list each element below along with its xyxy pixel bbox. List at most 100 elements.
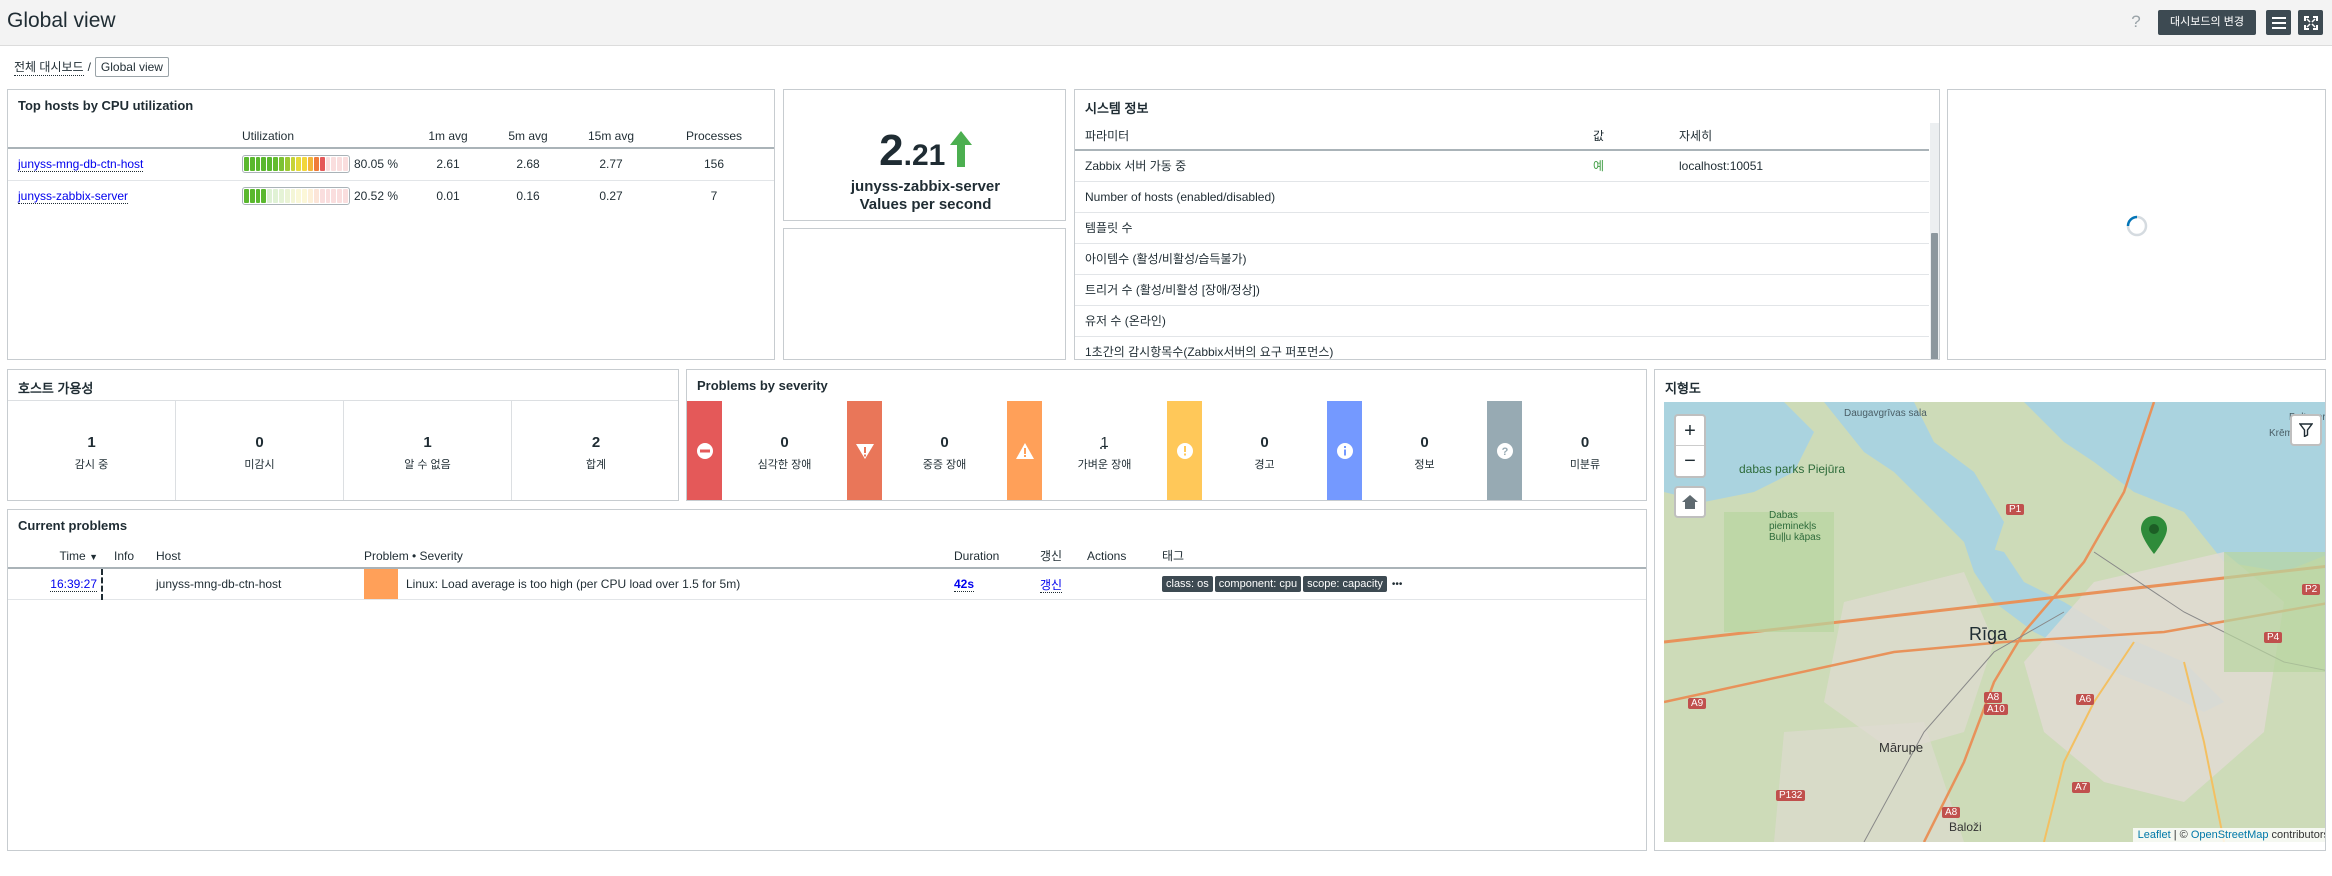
bar-segment: [249, 157, 255, 172]
map-label: P132: [1776, 790, 1806, 801]
processes: 7: [653, 179, 774, 212]
scrollbar-track[interactable]: [1930, 123, 1939, 359]
problem-name[interactable]: Linux: Load average is too high (per CPU…: [406, 577, 741, 591]
table-row: Zabbix 서버 가동 중 예 localhost:10051: [1075, 149, 1929, 181]
table-row: Number of hosts (enabled/disabled): [1075, 180, 1929, 212]
col-time[interactable]: Time ▼: [59, 548, 99, 563]
problem-update-link[interactable]: 갱신: [1040, 577, 1063, 593]
item-value-label: Values per second: [859, 196, 992, 213]
home-button[interactable]: [1674, 486, 1706, 518]
param-cell: 1초간의 감시항목수(Zabbix서버의 요구 퍼포먼스): [1075, 335, 1593, 359]
bar-segment: [337, 157, 343, 172]
warning-icon: [1167, 401, 1202, 500]
map-label: Daugavgrīvas sala: [1844, 408, 1927, 419]
availability-label: 감시 중: [74, 459, 109, 471]
availability-count: 0: [255, 434, 264, 451]
severity-tile[interactable]: 0 심각한 장애: [687, 401, 847, 500]
problem-time-link[interactable]: 16:39:27: [50, 577, 97, 592]
zoom-out-button[interactable]: −: [1684, 450, 1696, 472]
availability-tile[interactable]: 1 알 수 없음: [344, 401, 512, 500]
bar-segment: [319, 157, 325, 172]
item-value-decimal: .21: [903, 139, 946, 172]
item-value-display: 2.21: [784, 126, 1065, 176]
bar-segment: [302, 189, 308, 204]
host-availability-widget: 호스트 가용성 1 감시 중 0 미감시 1 알 수 없음 2 합계: [7, 369, 679, 501]
col-value: 값: [1593, 129, 1605, 143]
bar-segment: [343, 157, 348, 172]
bar-segment: [296, 189, 302, 204]
details-cell: localhost:10051: [1679, 149, 1929, 181]
item-value-widget: 2.21 junyss-zabbix-server Values per sec…: [783, 89, 1066, 221]
map-marker-icon[interactable]: [2141, 516, 2167, 554]
bar-segment: [267, 189, 273, 204]
host-link[interactable]: junyss-zabbix-server: [18, 189, 129, 205]
details-cell: [1679, 273, 1929, 305]
osm-link[interactable]: OpenStreetMap: [2190, 829, 2269, 841]
map-label: dabas parks Piejūra: [1739, 462, 1846, 476]
info-cell: [110, 568, 156, 600]
widget-title: Top hosts by CPU utilization: [18, 98, 194, 113]
availability-tile[interactable]: 0 미감시: [176, 401, 344, 500]
geomap-widget: 지형도 Rīga Mārupe Baloži dabas parks Piejūra D…: [1654, 369, 2326, 851]
scrollbar-thumb[interactable]: [1931, 233, 1938, 359]
map-filter-button[interactable]: [2290, 414, 2322, 446]
host-link[interactable]: junyss-mng-db-ctn-host: [18, 157, 144, 173]
dashboard-menu-button[interactable]: [2266, 10, 2291, 35]
map-canvas[interactable]: Rīga Mārupe Baloži dabas parks Piejūra Dabas…: [1664, 402, 2326, 842]
availability-tile[interactable]: 1 감시 중: [8, 401, 176, 500]
map-tiles[interactable]: [1664, 402, 2326, 842]
problem-tag[interactable]: scope: capacity: [1303, 576, 1387, 592]
map-label: A10: [1984, 704, 2008, 715]
leaflet-link[interactable]: Leaflet: [2137, 829, 2171, 841]
details-cell: [1679, 304, 1929, 336]
utilization-value: 80.05 %: [354, 147, 409, 180]
severity-tile[interactable]: 0 정보: [1327, 401, 1487, 500]
actions-cell: [1087, 568, 1162, 600]
avg-1m: 2.61: [409, 147, 487, 180]
bar-segment: [319, 189, 325, 204]
problem-host[interactable]: junyss-mng-db-ctn-host: [156, 568, 364, 600]
bar-segment: [325, 157, 331, 172]
breadcrumb-current[interactable]: Global view: [94, 57, 169, 77]
high-icon: [847, 401, 882, 500]
utilization-bar: [242, 187, 350, 206]
breadcrumb-all-dashboards[interactable]: 전체 대시보드: [14, 60, 84, 76]
col-host: Host: [156, 548, 181, 563]
table-row: 16:39:27 junyss-mng-db-ctn-host Linux: Loa…: [8, 568, 1646, 600]
problem-tag[interactable]: component: cpu: [1214, 576, 1302, 592]
value-cell: [1593, 242, 1679, 274]
current-problems-widget: Current problems Time ▼ Info Host Proble…: [7, 509, 1647, 851]
system-info-widget: 시스템 정보 파라미터 값 자세히 Zabbix 서버 가동 중 예 localho…: [1074, 89, 1940, 360]
item-value-host: junyss-zabbix-server: [850, 178, 1001, 195]
details-cell: [1679, 242, 1929, 274]
edit-dashboard-button[interactable]: 대시보드의 변경: [2158, 10, 2256, 35]
zoom-in-button[interactable]: +: [1676, 416, 1704, 446]
table-row: junyss-zabbix-server 20.52 % 0.01 0.16 0.27 7: [8, 179, 774, 212]
bar-segment: [244, 189, 249, 204]
bar-segment: [278, 157, 284, 172]
help-icon[interactable]: ?: [2131, 12, 2141, 31]
bar-segment: [261, 189, 267, 204]
kiosk-mode-button[interactable]: [2298, 10, 2323, 35]
col-5m-avg: 5m avg: [508, 128, 548, 143]
param-cell: 아이템수 (활성/비활성/습득불가): [1075, 242, 1593, 274]
map-label: Baloži: [1949, 820, 1982, 834]
bar-segment: [255, 157, 261, 172]
severity-tile[interactable]: 0 중증 장애: [847, 401, 1007, 500]
problems-by-severity-widget: Problems by severity 0 심각한 장애 0 중증 장애 1 가벼운 장…: [686, 369, 1647, 501]
availability-tile[interactable]: 2 합계: [512, 401, 678, 500]
col-utilization: Utilization: [242, 128, 295, 143]
availability-count: 2: [591, 434, 601, 451]
bar-segment: [313, 189, 319, 204]
severity-tile[interactable]: ? 0 미분류: [1487, 401, 1646, 500]
severity-tile[interactable]: 1 가벼운 장애: [1007, 401, 1167, 500]
col-problem-severity: Problem • Severity: [364, 548, 463, 563]
processes: 156: [653, 147, 774, 180]
col-tags: 태그: [1162, 549, 1185, 563]
problem-duration-link[interactable]: 42s: [954, 577, 975, 592]
bar-segment: [331, 189, 337, 204]
value-cell: [1593, 180, 1679, 212]
severity-tile[interactable]: 0 경고: [1167, 401, 1327, 500]
problem-tag[interactable]: class: os: [1162, 576, 1213, 592]
more-tags-icon[interactable]: •••: [1391, 579, 1403, 590]
